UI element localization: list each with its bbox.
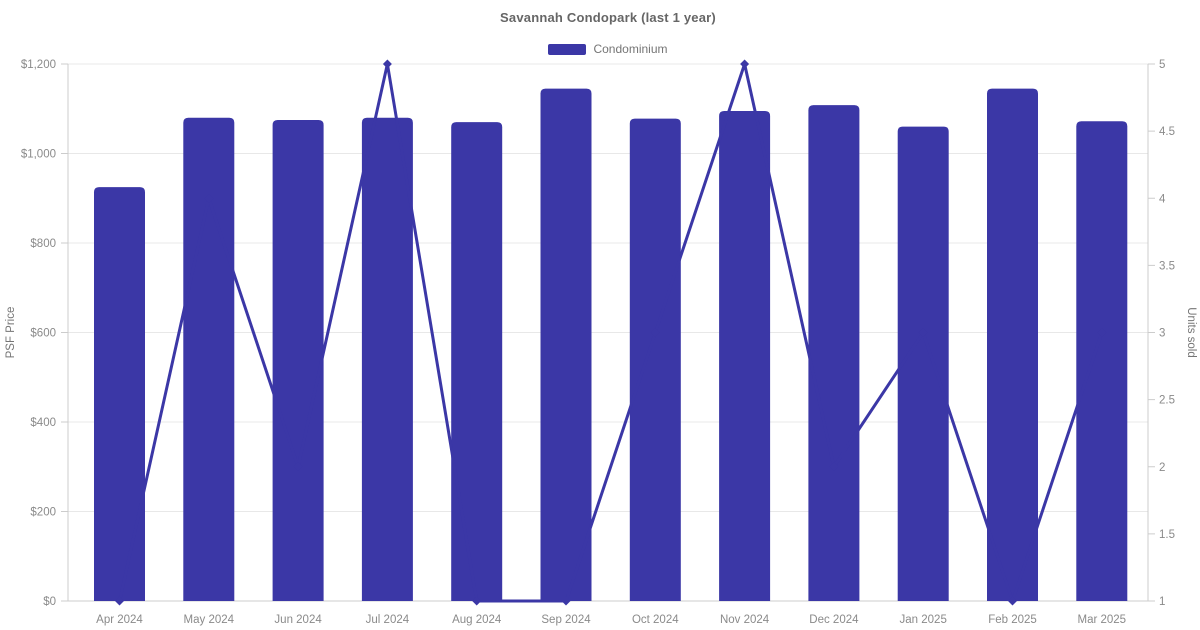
bar-dec-2024[interactable] <box>808 105 860 602</box>
y-axis-left-tick-label: $200 <box>30 507 56 519</box>
legend-label: Condominium <box>593 42 668 56</box>
y-axis-left-tick-label: $0 <box>43 596 56 608</box>
units-sold-marker <box>561 596 571 606</box>
bar-may-2024[interactable] <box>183 117 235 601</box>
y-axis-right-tick-label: 4.5 <box>1159 126 1175 138</box>
y-axis-right-tick-label: 2 <box>1159 462 1165 474</box>
chart-title: Savannah Condopark (last 1 year) <box>500 10 716 25</box>
legend-item-condominium[interactable]: Condominium <box>548 42 668 56</box>
units-sold-marker <box>650 328 660 337</box>
bar-mar-2025[interactable] <box>1076 121 1128 601</box>
y-axis-left-tick-label: $1,000 <box>21 149 56 161</box>
units-sold-line <box>118 62 1104 603</box>
units-sold-marker <box>1097 328 1107 337</box>
y-axis-right-tick-label: 3.5 <box>1159 260 1175 272</box>
units-sold-marker <box>829 462 839 472</box>
y-axis-right-tick-label: 4 <box>1159 193 1166 205</box>
x-axis-label-feb-2025: Feb 2025 <box>988 614 1037 626</box>
bar-feb-2025[interactable] <box>987 88 1038 602</box>
units-sold-marker <box>918 328 928 337</box>
y-axis-right-tick-label: 2.5 <box>1159 395 1175 407</box>
bar-aug-2024[interactable] <box>451 122 503 602</box>
bar-sep-2024[interactable] <box>540 88 592 602</box>
x-axis-label-jun-2024: Jun 2024 <box>274 614 322 626</box>
x-axis-label-oct-2024: Oct 2024 <box>632 614 679 626</box>
x-axis-label-nov-2024: Nov 2024 <box>720 614 770 626</box>
y-axis-left-title: PSF Price <box>5 307 17 359</box>
x-axis-label-may-2024: May 2024 <box>184 614 235 626</box>
y-axis-left-tick-label: $400 <box>30 417 56 429</box>
units-sold-marker <box>293 462 303 472</box>
y-axis-right-title: Units sold <box>1185 307 1197 358</box>
x-axis-label-dec-2024: Dec 2024 <box>809 614 859 626</box>
y-axis-right-tick-label: 1 <box>1159 596 1165 608</box>
x-axis-label-jan-2025: Jan 2025 <box>900 614 947 626</box>
units-sold-marker <box>740 59 750 69</box>
bar-jun-2024[interactable] <box>272 119 324 601</box>
units-sold-marker <box>115 596 124 606</box>
bar-jul-2024[interactable] <box>361 117 413 601</box>
legend: Condominium <box>68 42 1148 56</box>
units-sold-marker <box>382 59 392 69</box>
x-axis-label-jul-2024: Jul 2024 <box>366 614 410 626</box>
x-axis-label-aug-2024: Aug 2024 <box>452 614 502 626</box>
x-axis-label-mar-2025: Mar 2025 <box>1078 614 1127 626</box>
bar-apr-2024[interactable] <box>94 187 145 601</box>
legend-swatch-icon <box>548 43 587 55</box>
units-sold-marker <box>1008 596 1017 606</box>
units-sold-marker <box>204 193 214 203</box>
y-axis-left-tick-label: $600 <box>30 328 56 340</box>
bar-nov-2024[interactable] <box>719 110 771 602</box>
x-axis-label-apr-2024: Apr 2024 <box>96 614 143 626</box>
y-axis-left-tick-label: $800 <box>30 238 56 250</box>
x-axis-label-sep-2024: Sep 2024 <box>541 614 591 626</box>
bar-jan-2025[interactable] <box>897 126 949 602</box>
y-axis-right-tick-label: 1.5 <box>1159 529 1175 541</box>
y-axis-right-tick-label: 3 <box>1159 328 1165 340</box>
y-axis-left-tick-label: $1,200 <box>21 59 56 71</box>
bar-oct-2024[interactable] <box>629 118 681 601</box>
units-sold-marker <box>472 596 482 606</box>
y-axis-right-tick-label: 5 <box>1159 59 1165 71</box>
